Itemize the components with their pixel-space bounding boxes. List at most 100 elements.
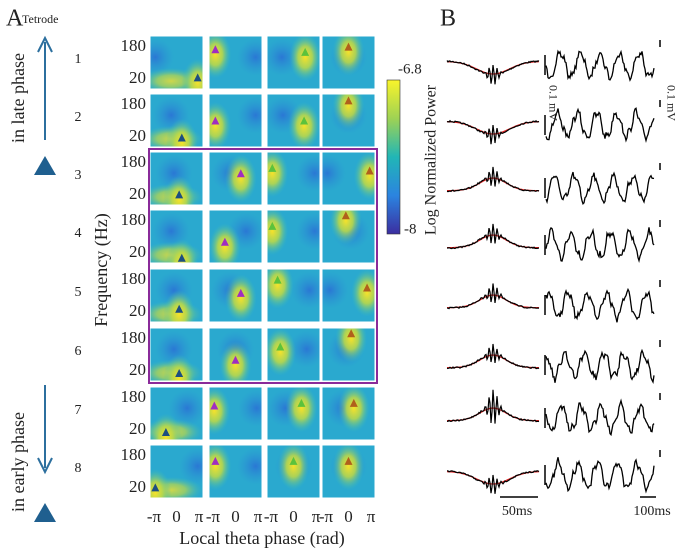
heatmap-body xyxy=(209,210,262,263)
heatmap-body xyxy=(322,36,375,89)
heatmap-body xyxy=(322,445,375,498)
heatmap-body xyxy=(150,328,203,381)
arrow-head xyxy=(37,35,53,53)
colorbar-label: Log Normalized Power xyxy=(423,84,440,235)
peak-triangle xyxy=(211,45,220,54)
arrow-head xyxy=(37,457,53,475)
tetrode-number: 5 xyxy=(75,285,82,300)
heatmap-panel xyxy=(266,444,321,499)
lfp-trace xyxy=(545,348,655,385)
scale-label: 0.1 mV xyxy=(546,85,560,121)
heatmap-body xyxy=(322,94,375,147)
peak-triangle xyxy=(177,133,186,142)
peak-triangle xyxy=(344,456,353,465)
filtered-trace xyxy=(447,407,539,422)
peak-triangle xyxy=(344,96,353,105)
hot-blob xyxy=(224,274,257,322)
x-tick-label: π xyxy=(254,507,263,526)
y-tick-label: 180 xyxy=(121,152,147,171)
peak-triangle xyxy=(210,401,219,410)
hot-blob xyxy=(209,36,232,79)
hot-blob xyxy=(267,328,297,376)
hot-blob xyxy=(277,445,310,491)
hot-blob xyxy=(209,445,232,491)
heatmap-frame xyxy=(321,327,376,382)
raw-trace xyxy=(447,470,540,494)
heatmap-panel xyxy=(321,209,376,264)
heatmap-panel xyxy=(208,268,263,323)
heatmap-panel xyxy=(266,386,321,441)
x-tick-label: -π xyxy=(147,507,162,526)
heatmap-panel xyxy=(321,35,376,90)
heatmap-frame xyxy=(321,35,376,90)
y-tick-label: 180 xyxy=(121,36,147,55)
colorbar-min: -8 xyxy=(404,221,417,237)
time-scale-label: 100ms xyxy=(633,504,670,519)
heatmap-frame xyxy=(208,93,263,148)
heatmap-panel xyxy=(208,327,263,382)
tetrode-number: 1 xyxy=(75,52,82,67)
tetrode-number: 2 xyxy=(75,110,82,125)
y-tick-label: 20 xyxy=(129,360,146,379)
cold-blob xyxy=(237,96,262,134)
hot-blob xyxy=(209,387,231,435)
highlight-box xyxy=(148,148,378,384)
cold-blob xyxy=(290,271,320,309)
y-tick-label: 20 xyxy=(129,477,146,496)
heatmap-frame xyxy=(266,93,321,148)
heatmap-panel xyxy=(266,35,321,90)
heatmap-body xyxy=(267,445,320,498)
heatmap-body xyxy=(267,328,320,381)
heatmap-body xyxy=(267,94,320,147)
raw-trace xyxy=(446,60,540,85)
heatmap-body xyxy=(150,210,203,263)
heatmap-frame xyxy=(321,444,376,499)
heatmap-panel xyxy=(208,209,263,264)
heatmap-panel xyxy=(149,209,204,264)
hot-blob xyxy=(181,58,203,89)
peak-triangle xyxy=(236,169,245,178)
heatmap-panel xyxy=(321,444,376,499)
lfp-trace xyxy=(545,49,655,82)
heatmap-body xyxy=(267,36,320,89)
heatmap-frame xyxy=(208,327,263,382)
hot-blob xyxy=(165,118,198,147)
y-tick-label: 180 xyxy=(121,269,147,288)
cold-blob xyxy=(238,389,262,427)
heatmap-panel xyxy=(321,386,376,441)
filtered-trace xyxy=(447,234,539,249)
heatmap-body xyxy=(267,387,320,440)
panel-label: A xyxy=(6,6,24,32)
heatmap-panel xyxy=(321,93,376,148)
y-tick-label: 180 xyxy=(121,445,147,464)
lfp-trace xyxy=(545,171,655,206)
heatmap-panel xyxy=(208,35,263,90)
y-tick-label: 20 xyxy=(129,242,146,261)
heatmaps: 1 180 20 2 180 20 3 180 20 4 180 20 5 180 20 6 180 20 7 180… xyxy=(75,35,376,526)
tetrode-header: Tetrode xyxy=(22,12,58,26)
filtered-trace xyxy=(447,177,539,192)
colorbar xyxy=(386,79,401,235)
scale-label: 0.1 mV xyxy=(664,85,678,121)
peak-triangle xyxy=(300,116,309,125)
heatmap-panel xyxy=(149,268,204,323)
x-tick-label: 0 xyxy=(344,507,353,526)
hot-blob xyxy=(335,328,368,363)
hot-blob xyxy=(285,387,318,433)
cold-blob xyxy=(168,389,203,427)
heatmap-panel xyxy=(266,327,321,382)
y-tick-label: 20 xyxy=(129,184,146,203)
lfp-trace xyxy=(545,398,655,437)
heatmap-panel xyxy=(208,93,263,148)
filtered-trace xyxy=(447,354,539,369)
hot-blob xyxy=(267,269,294,309)
colorbar-max: -6.8 xyxy=(398,61,422,77)
heatmap-body xyxy=(150,94,203,147)
heatmap-frame xyxy=(149,444,204,499)
hot-blob xyxy=(332,445,365,491)
heatmap-panel xyxy=(321,268,376,323)
peak-triangle xyxy=(273,275,282,284)
heatmap-frame xyxy=(266,444,321,499)
heatmap-body xyxy=(267,152,320,205)
y-tick-label: 180 xyxy=(121,210,147,229)
